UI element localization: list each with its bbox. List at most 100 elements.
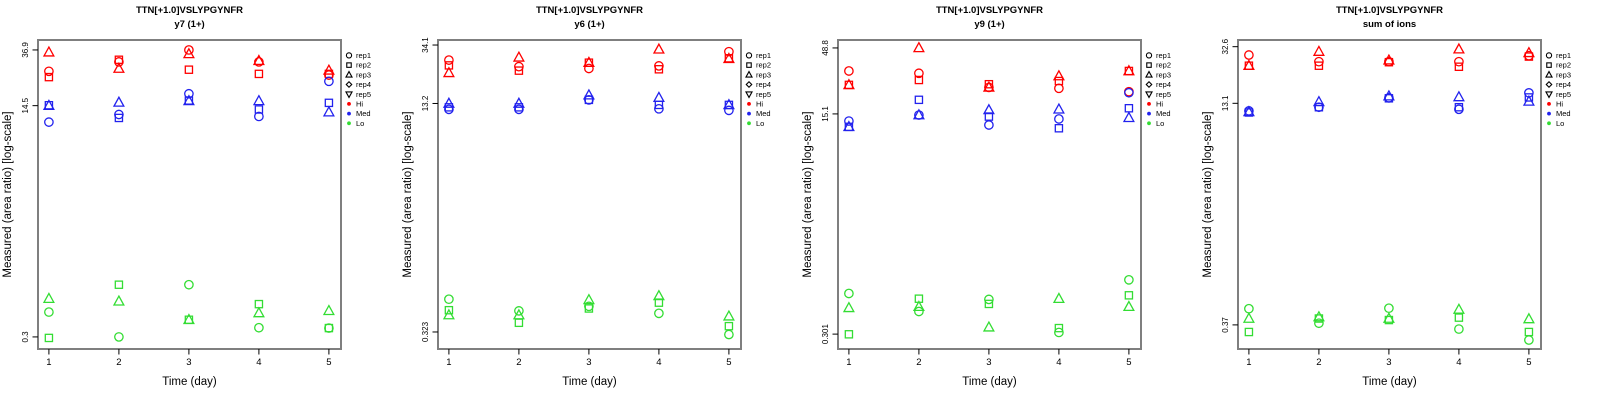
data-point-hi-rep3-day4 [1452,42,1465,54]
legend-label: Hi [1556,100,1563,109]
x-tick-label: 2 [916,357,921,368]
x-tick-label: 3 [986,357,991,368]
legend-label: Med [1556,109,1571,118]
legend-rep5-triangle-down-icon [345,91,353,99]
data-point-med-rep1-day5 [1124,87,1134,98]
chart-panel-2: TTN[+1.0]VSLYPGYNFR y6 (1+) 34.1 13.2 0.323 1… [400,0,800,400]
legend-rep2-square-icon [346,62,352,68]
legend-rep2-square-icon [1146,62,1152,68]
legend-label: rep1 [356,51,371,60]
legend-label: Hi [1156,100,1163,109]
data-point-med-rep1-day3 [584,95,594,105]
panel-subtitle: y9 (1+) [974,19,1004,30]
data-point-hi-rep3-day2 [1312,45,1325,56]
y-tick-label: 13.1 [1221,95,1230,111]
legend-label: rep3 [1556,70,1571,79]
data-point-hi-rep3-day3 [182,47,195,59]
legend-rep4-diamond-icon [1145,80,1153,89]
data-point-med-rep3-day5 [1122,111,1135,123]
data-point-hi-rep1-day4 [1054,83,1064,94]
legend-hi-dot-icon [747,102,751,106]
data-point-lo-rep2-day3 [584,304,594,313]
chart-panel-1: TTN[+1.0]VSLYPGYNFR y7 (1+) 36.9 14.5 0.3 1 2 3… [0,0,400,400]
legend-rep2-square-icon [1546,62,1552,68]
legend-med-dot-icon [1547,111,1551,116]
data-point-med-rep3-day1 [1242,105,1255,117]
data-point-hi-rep2-day1 [44,72,54,82]
data-point-lo-rep1-day4 [1054,327,1064,338]
data-point-lo-rep1-day2 [514,306,524,316]
legend-label: Med [756,109,771,118]
data-point-lo-rep1-day4 [654,308,664,319]
legend-label: Lo [1556,119,1564,128]
data-point-lo-rep1-day1 [1244,303,1254,314]
data-point-hi-rep2-day4 [654,65,664,74]
legend-rep3-triangle-icon [1145,70,1153,78]
data-point-med-rep2-day3 [584,95,594,105]
legend-rep2-square-icon [746,62,752,68]
data-point-lo-rep3-day5 [1122,300,1135,312]
y-axis-label: Measured (area ratio) [log-scale] [2,111,14,277]
legend-med-dot-icon [1147,111,1151,116]
legend-rep3-triangle-icon [745,70,753,78]
legend-label: rep2 [1556,61,1571,70]
data-point-lo-rep2-day5 [724,321,734,331]
x-tick-label: 2 [1316,357,1321,368]
data-point-med-rep3-day1 [842,120,855,132]
data-point-hi-rep2-day2 [1314,61,1324,70]
legend-lo-dot-icon [1547,121,1551,126]
data-point-hi-rep2-day3 [984,79,994,89]
data-point-lo-rep3-day4 [1452,302,1465,314]
x-axis-label: Time (day) [962,376,1017,388]
data-point-hi-rep2-day2 [514,66,524,75]
data-point-lo-rep2-day1 [44,333,54,343]
data-point-lo-rep2-day1 [844,330,854,339]
legend-label: Lo [1156,119,1164,128]
legend-label: rep3 [1156,70,1171,79]
data-point-lo-rep3-day5 [722,309,735,321]
x-tick-label: 5 [1526,357,1531,368]
legend-med-dot-icon [347,111,351,116]
x-tick-label: 1 [446,357,451,368]
panel-title: TTN[+1.0]VSLYPGYNFR [136,5,243,16]
data-point-lo-rep3-day3 [982,320,995,332]
data-point-hi-rep3-day2 [112,62,125,73]
legend-label: rep1 [1156,51,1171,60]
data-point-lo-rep2-day5 [1124,291,1134,300]
x-tick-label: 3 [186,357,191,368]
legend-label: rep5 [1156,90,1171,99]
y-tick-label: 36.9 [21,42,30,58]
y-tick-label: 13.2 [421,95,430,111]
y-tick-label: 15.1 [821,106,830,122]
legend-label: rep5 [756,90,771,99]
data-point-lo-rep3-day3 [1382,311,1395,323]
legend-label: rep2 [756,61,771,70]
data-point-med-rep2-day2 [914,95,924,105]
legend-label: rep2 [1156,61,1171,70]
x-tick-label: 1 [846,357,851,368]
data-point-lo-rep1-day3 [1384,303,1394,314]
data-point-lo-rep1-day2 [114,332,124,342]
legend-label: rep2 [356,61,371,70]
data-point-lo-rep3-day2 [912,300,925,312]
x-axis-label: Time (day) [562,376,617,388]
data-point-med-rep2-day5 [324,98,334,108]
data-point-hi-rep1-day3 [584,63,594,74]
data-point-lo-rep1-day1 [44,307,54,317]
data-point-med-rep1-day1 [844,116,854,126]
data-point-med-rep3-day3 [182,94,195,106]
legend-label: rep4 [1556,80,1571,89]
data-point-med-rep3-day2 [112,95,125,107]
legend-label: Hi [356,100,363,109]
plot-frame [1237,39,1542,350]
x-tick-label: 4 [256,357,261,368]
data-point-med-rep2-day5 [1124,103,1134,113]
legend-hi-dot-icon [347,102,351,106]
data-point-hi-rep2-day4 [1054,76,1064,86]
legend-rep3-triangle-icon [1545,70,1553,78]
data-point-hi-rep3-day1 [442,66,455,78]
data-point-lo-rep1-day4 [254,322,264,333]
y-tick-label: 14.5 [21,97,30,113]
legend-rep4-diamond-icon [345,80,353,89]
data-point-med-rep3-day4 [1052,102,1065,114]
